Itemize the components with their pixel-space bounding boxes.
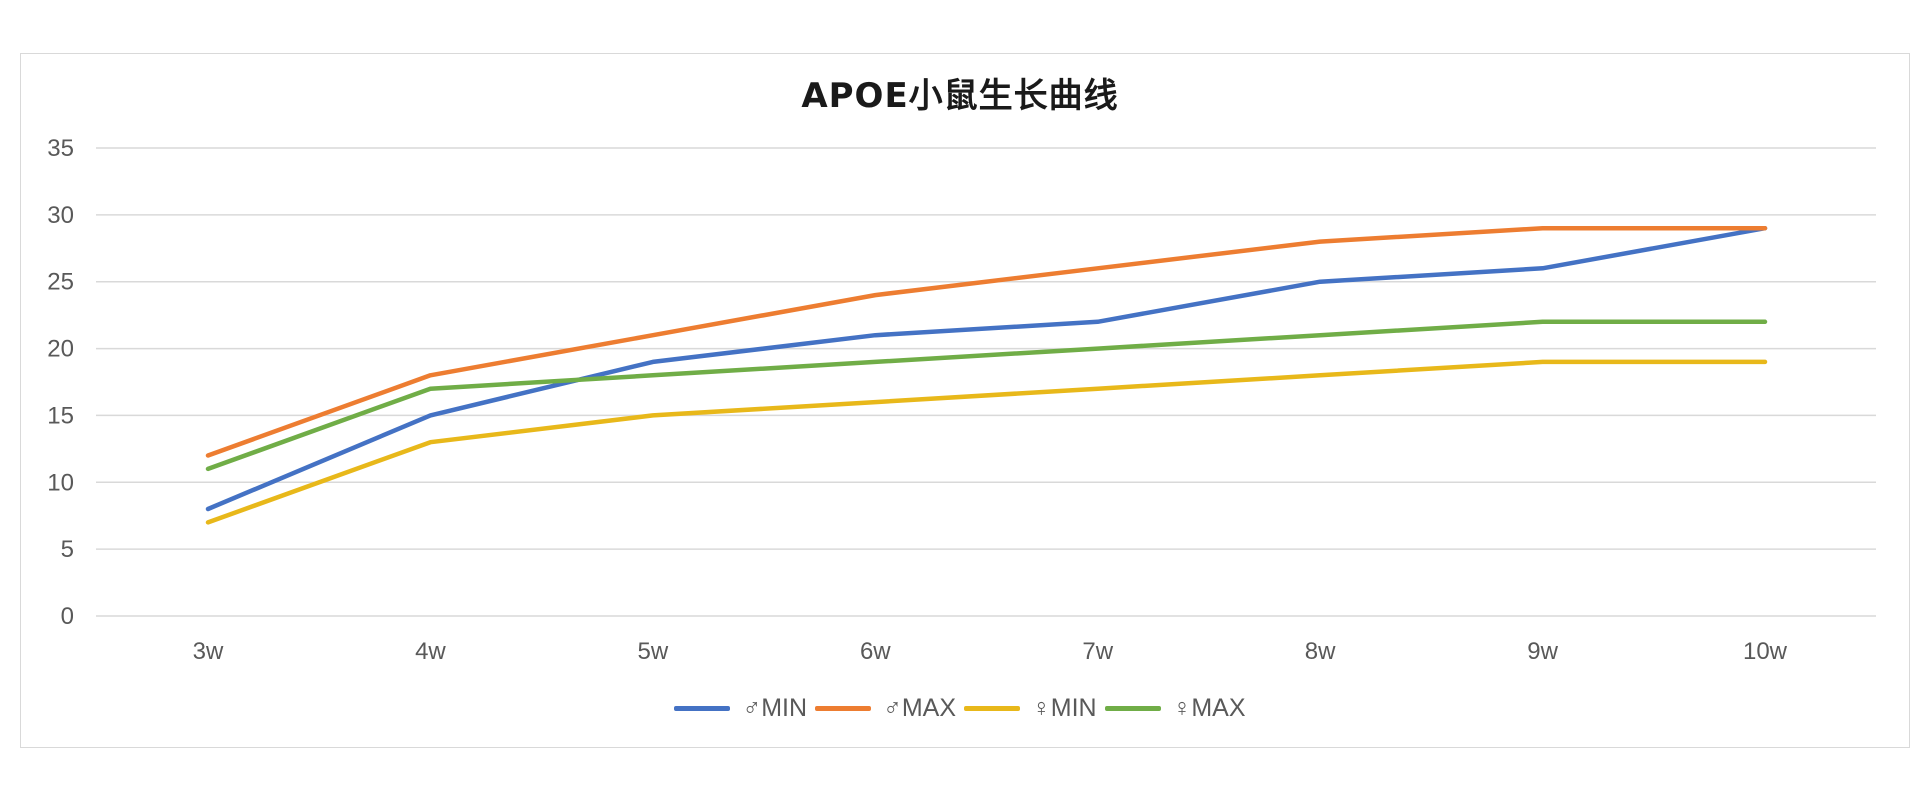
x-tick-label: 8w <box>1305 638 1336 665</box>
legend-swatch <box>964 706 1020 711</box>
x-tick-label: 7w <box>1082 638 1113 665</box>
legend-label: ♂MAX <box>883 694 956 722</box>
x-tick-label: 5w <box>638 638 669 665</box>
legend-item: ♀MIN <box>964 694 1097 723</box>
series-line-1 <box>205 225 1768 458</box>
chart-title: APOE小鼠生长曲线 <box>801 76 1119 116</box>
x-tick-label: 10w <box>1743 638 1788 665</box>
legend-swatch <box>1104 706 1161 711</box>
y-tick-label: 10 <box>47 469 74 496</box>
legend-item: ♂MIN <box>674 694 807 723</box>
y-tick-label: 5 <box>61 536 74 563</box>
legend-label: ♀MAX <box>1172 694 1246 722</box>
y-tick-label: 0 <box>61 603 74 630</box>
legend-item: ♂MAX <box>815 694 956 723</box>
series-line-2 <box>205 359 1768 525</box>
y-tick-label: 35 <box>47 135 74 162</box>
legend-swatch <box>815 706 872 711</box>
series-line-0 <box>205 225 1768 512</box>
y-tick-label: 30 <box>47 202 74 229</box>
y-tick-label: 15 <box>47 402 74 429</box>
legend-item: ♀MAX <box>1104 694 1246 723</box>
x-tick-label: 3w <box>193 638 224 665</box>
chart-frame <box>20 53 1910 748</box>
x-tick-label: 4w <box>415 638 446 665</box>
y-tick-label: 20 <box>47 336 74 363</box>
x-tick-label: 6w <box>860 638 891 665</box>
x-tick-label: 9w <box>1527 638 1558 665</box>
legend-label: ♂MIN <box>742 694 808 722</box>
legend-swatch <box>674 706 731 711</box>
series-line-3 <box>205 319 1768 472</box>
chart-legend: ♂MIN ♂MAX ♀MIN ♀MAX <box>0 694 1920 723</box>
y-tick-label: 25 <box>47 269 74 296</box>
legend-label: ♀MIN <box>1032 694 1097 722</box>
